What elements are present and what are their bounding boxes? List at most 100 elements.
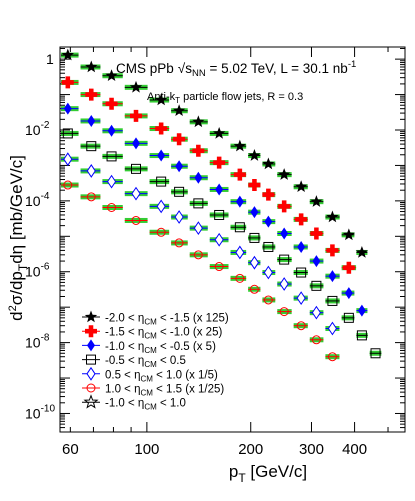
point-s1 [154,93,168,106]
point-s1 [129,80,143,93]
point-s6 [235,273,245,283]
point-s5 [174,210,184,224]
legend-label-s7: -1.0 < ηCM < 1.0 [105,398,186,412]
point-s6 [327,352,337,362]
legend-marker-s6 [86,383,96,393]
legend-label-s4: -0.5 < ηCM < 0.5 [105,355,186,369]
point-s3 [250,206,259,219]
point-s5 [249,255,260,270]
point-s5 [296,291,306,306]
point-s2 [155,122,168,135]
point-s6 [311,335,321,345]
point-s4 [174,186,185,197]
point-s4 [62,128,73,139]
point-s4 [296,267,307,278]
point-s1 [85,60,98,73]
point-s3 [87,114,96,127]
point-s2 [248,179,261,192]
point-s3 [312,255,321,268]
point-s5 [311,305,321,320]
point-s3 [328,270,337,283]
point-s6 [214,262,224,272]
x-tick-label: 100 [134,441,159,458]
point-s5 [327,321,338,336]
point-s4 [193,198,204,209]
y-tick-labels: 1 10-2 10-4 10-6 10-8 10-10 [25,51,55,421]
point-s5 [106,174,117,189]
x-tick-label: 300 [299,441,324,458]
point-s1 [355,245,369,258]
point-s1 [262,157,275,170]
point-s1 [277,168,291,180]
point-s3 [357,304,366,317]
point-s1 [248,149,261,161]
point-s6 [279,307,289,317]
point-s6 [249,284,259,294]
point-s1 [61,48,74,61]
point-s4 [356,330,367,341]
point-s5 [263,265,273,280]
point-s2 [192,144,205,157]
legend-label-s1: -2.0 < ηCM < -1.5 (x 125) [105,313,229,327]
point-s1 [326,210,339,223]
point-s3 [175,160,184,173]
point-s1 [233,139,247,152]
point-s3 [235,195,244,208]
point-s4 [370,348,381,359]
point-s6 [107,202,117,212]
point-s4 [279,254,290,265]
point-s5 [63,152,73,167]
point-s6 [174,238,184,248]
y-tick-label: 10-2 [25,120,50,138]
legend-label-s5: 0.5 < ηCM < 1.0 (x 1/5) [105,369,218,383]
point-s2 [105,97,118,110]
point-s3 [297,240,306,253]
point-s1 [192,115,205,128]
point-s4 [234,222,245,233]
point-s4 [327,295,338,306]
point-s6 [86,192,96,202]
point-s2 [342,261,355,274]
x-tick-labels: 60 100 200 300 400 [62,441,367,458]
point-s2 [233,168,246,181]
point-s2 [278,200,291,213]
point-s4 [249,232,260,243]
legend-marker-s7 [83,394,99,409]
y-tick-label: 10-4 [25,191,50,209]
y-axis-label: d2σ/dpTdη [mb/GeV/c] [7,155,30,321]
point-s1 [310,195,323,207]
x-tick-label: 200 [238,441,263,458]
point-s5 [131,186,141,201]
point-s5 [214,232,224,247]
point-s6 [193,250,203,260]
point-s4 [131,163,142,174]
point-s6 [63,180,73,190]
point-s2 [85,88,98,101]
data-markers [61,48,382,362]
legend-label-s3: -1.0 < ηCM < -0.5 (x 5) [105,341,216,355]
point-s3 [264,215,273,228]
point-s4 [263,241,274,252]
point-s2 [213,156,226,169]
x-tick-label: 60 [62,441,79,458]
point-s2 [262,188,275,201]
point-s3 [107,124,116,137]
point-s5 [86,164,96,178]
x-tick-label: 400 [342,441,367,458]
point-s2 [326,244,339,257]
point-s1 [105,69,118,81]
point-s3 [132,137,141,150]
point-s3 [157,149,166,162]
point-s5 [193,221,203,236]
point-s2 [173,133,186,146]
point-s4 [106,151,117,162]
point-s2 [310,227,323,240]
point-s5 [279,277,289,291]
legend-marker-s1 [84,310,98,323]
y-tick-label: 1 [46,51,54,67]
chart-title: CMS pPb √sNN = 5.02 TeV, L = 30.1 nb-1 [116,59,356,79]
point-s2 [295,213,308,226]
legend-marker-s4 [86,354,96,365]
point-s3 [344,287,353,300]
